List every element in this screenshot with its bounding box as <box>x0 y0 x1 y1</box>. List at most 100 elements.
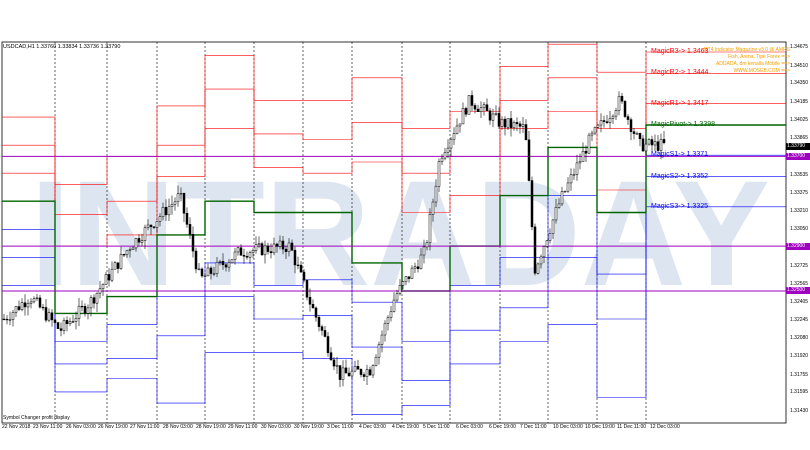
candle-body <box>149 224 153 228</box>
candle-body <box>584 150 588 154</box>
candle-body <box>59 328 63 331</box>
candle-body <box>260 243 264 256</box>
candle-body <box>320 326 324 331</box>
candle-body <box>419 254 423 269</box>
candle-body <box>275 243 279 247</box>
candle-body <box>176 193 180 203</box>
candle-body <box>50 312 54 321</box>
pivot-level-label: MagicR1-> 1.3417 <box>651 99 709 107</box>
candle-body <box>611 115 615 119</box>
candle-body <box>119 254 123 269</box>
candle-body <box>551 219 555 234</box>
candle-body <box>530 180 534 228</box>
candle-body <box>515 122 519 125</box>
price-axis-label: 1.32565 <box>790 280 809 287</box>
candle-body <box>368 369 372 376</box>
candle-body <box>416 266 420 269</box>
candle-body <box>152 226 156 228</box>
candle-body <box>314 307 318 318</box>
pivot-level-label: MagicPivot-> 1.3398 <box>651 120 716 128</box>
candle-body <box>479 107 483 112</box>
candle-body <box>83 306 87 314</box>
price-axis-label: 1.34350 <box>790 80 809 87</box>
candle-body <box>23 302 27 308</box>
price-axis-label: 1.33535 <box>790 171 809 178</box>
candle-body <box>242 255 246 257</box>
candle-body <box>353 366 357 372</box>
candle-body <box>329 352 333 361</box>
candle-body <box>188 224 192 235</box>
price-axis-label: 1.33210 <box>790 208 809 215</box>
candle-body <box>101 284 105 290</box>
price-axis-label: 1.33865 <box>790 134 809 141</box>
candle-body <box>563 190 567 193</box>
candle-body <box>278 240 282 247</box>
candle-body <box>245 256 249 258</box>
candle-body <box>365 369 369 377</box>
candle-body <box>164 207 168 216</box>
candle-body <box>341 367 345 380</box>
candle-body <box>488 110 492 121</box>
candle-body <box>482 104 486 108</box>
candle-body <box>389 311 393 318</box>
pivot-line-r2 <box>2 73 786 215</box>
pivot-level-label: MagicR3-> 1.3463 <box>651 48 709 56</box>
credit-line: ADDADA, dm kenalla Mobile ==> <box>715 61 790 67</box>
candle-body <box>173 201 177 205</box>
time-axis-label: 4 Dec 19:00 <box>392 424 419 430</box>
candle-body <box>359 369 363 375</box>
candle-body <box>443 152 447 159</box>
candle-body <box>8 319 12 321</box>
candle-body <box>224 264 228 268</box>
candle-body <box>461 108 465 125</box>
candle-body <box>68 321 72 324</box>
candle-body <box>422 246 426 256</box>
time-axis-label: 11 Dec 11:00 <box>617 424 647 430</box>
price-axis-label: 1.33050 <box>790 226 809 233</box>
candle-body <box>74 318 78 322</box>
candle-body <box>473 105 477 110</box>
candle-body <box>206 267 210 277</box>
candle-body <box>458 123 462 127</box>
candle-body <box>26 303 30 308</box>
candle-body <box>158 216 162 222</box>
candle-body <box>239 247 243 256</box>
price-axis-label: 1.34510 <box>790 62 809 69</box>
candle-body <box>590 132 594 136</box>
candle-body <box>602 120 606 122</box>
candle-body <box>20 302 24 310</box>
candle-body <box>80 305 84 308</box>
price-axis-label: 1.31755 <box>790 371 809 378</box>
candle-body <box>425 242 429 248</box>
time-axis-label: 10 Dec 19:00 <box>585 424 615 430</box>
candle-body <box>41 306 45 309</box>
candle-body <box>506 118 510 128</box>
candle-body <box>110 268 114 281</box>
candle-body <box>182 192 186 214</box>
candle-body <box>212 273 216 275</box>
candle-body <box>107 274 111 281</box>
candle-body <box>362 374 366 377</box>
time-axis-label: 22 Nov 2018 <box>2 424 31 430</box>
candle-body <box>290 242 294 251</box>
candle-body <box>581 150 585 162</box>
time-axis-label: 29 Nov 11:00 <box>228 424 258 430</box>
candle-body <box>65 320 69 324</box>
candle-body <box>410 267 414 279</box>
candle-body <box>116 262 120 269</box>
candle-body <box>509 118 513 128</box>
candle-body <box>596 124 600 128</box>
candle-body <box>44 307 48 321</box>
candle-body <box>203 275 207 277</box>
candle-body <box>125 250 129 255</box>
pivot-level-label: MagicS1-> 1.3371 <box>651 151 709 159</box>
candle-body <box>233 251 237 260</box>
candle-body <box>437 161 441 187</box>
time-axis-label: 26 Nov 19:00 <box>98 424 128 430</box>
candle-body <box>641 138 645 152</box>
candle-body <box>635 133 639 135</box>
candle-body <box>29 301 33 304</box>
candle-body <box>542 246 546 258</box>
candle-body <box>332 359 336 367</box>
